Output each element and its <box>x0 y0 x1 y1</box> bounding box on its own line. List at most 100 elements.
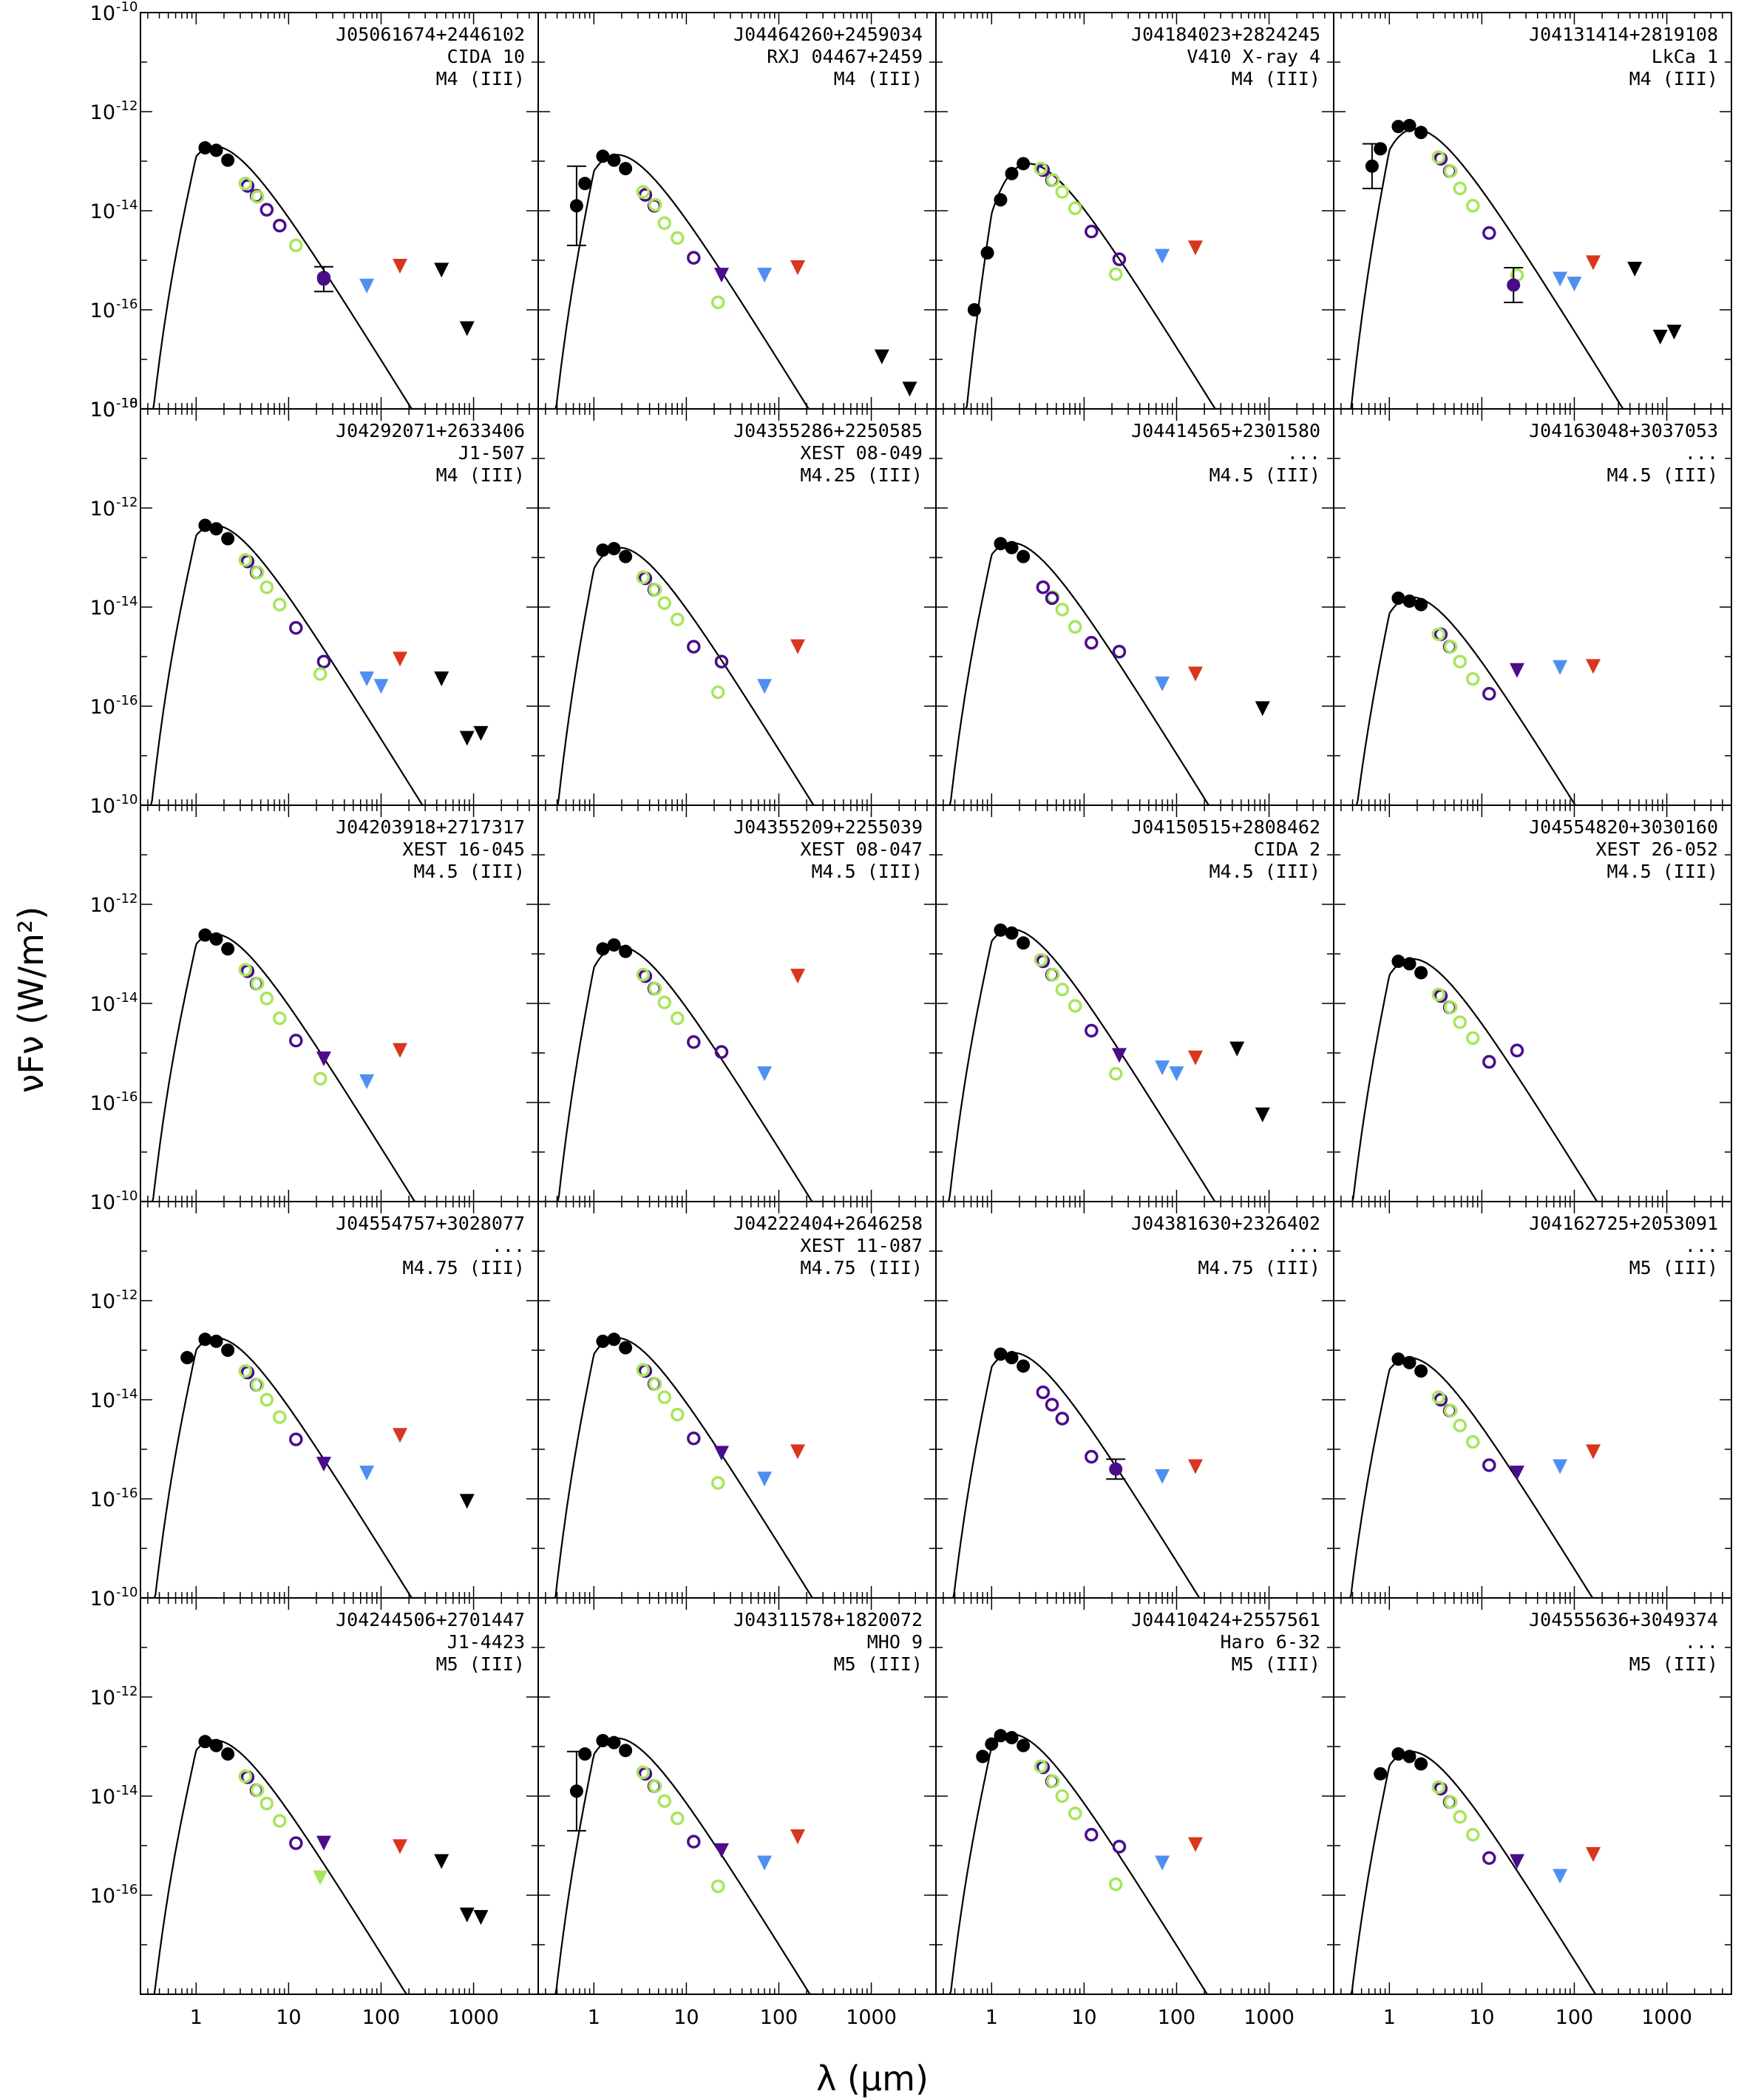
photometry-point <box>1466 199 1480 213</box>
photometry-point <box>1017 936 1031 950</box>
photometry-point <box>648 197 662 212</box>
photometry-point <box>273 1814 287 1828</box>
upper-limit-marker <box>757 1066 773 1082</box>
upper-limit-marker <box>902 382 917 397</box>
panel-spectral-type: M5 (III) <box>1629 1257 1718 1278</box>
photometry-point <box>1453 1809 1468 1824</box>
panel-source-id: J04162725+2053091 <box>1529 1213 1718 1234</box>
photometry-point <box>198 140 212 155</box>
photometry-point <box>289 620 303 635</box>
photometry-point <box>710 1879 725 1894</box>
photometry-point <box>1108 267 1123 282</box>
photometry-point <box>569 199 583 213</box>
upper-limit-marker <box>316 1835 331 1851</box>
y-tick-exponent: -12 <box>116 891 138 907</box>
photometry-point <box>976 1750 990 1764</box>
photometry-point <box>1431 627 1446 642</box>
photometry-point <box>238 1364 253 1378</box>
photometry-point <box>1482 1458 1496 1472</box>
photometry-point <box>1443 1403 1458 1418</box>
y-tick-label: 10 <box>90 1488 115 1511</box>
model-photosphere-line <box>936 541 1232 805</box>
upper-limit-marker <box>1155 1060 1170 1076</box>
photometry-point <box>259 992 274 1006</box>
panel-source-id: J04311578+1820072 <box>733 1609 923 1630</box>
photometry-point <box>198 518 212 532</box>
photometry-point <box>1453 181 1468 196</box>
photometry-point <box>240 179 255 193</box>
photometry-point <box>967 303 981 316</box>
photometry-point <box>687 640 701 654</box>
photometry-point <box>636 185 651 199</box>
upper-limit-marker <box>790 1444 806 1460</box>
x-tick-label: 1 <box>190 2006 203 2029</box>
y-tick-label: 10 <box>90 597 115 620</box>
upper-limit-marker <box>713 1446 729 1461</box>
photometry-point <box>985 1737 999 1751</box>
model-photosphere-line <box>936 163 1232 409</box>
photometry-point <box>1045 173 1060 187</box>
model-photosphere-line <box>538 154 835 409</box>
photometry-point <box>273 1011 287 1026</box>
photometry-point <box>714 654 729 668</box>
sed-panel: J04414565+2301580...M4.5 (III) <box>935 408 1334 806</box>
y-tick-label: 10 <box>90 1092 115 1115</box>
sed-panel: J04163048+3037053...M4.5 (III) <box>1333 408 1732 806</box>
y-axis-title: νFν (W/m²) <box>11 907 51 1094</box>
model-photosphere-line <box>1334 958 1630 1202</box>
panel-spectral-type: M4.5 (III) <box>811 861 923 882</box>
upper-limit-marker <box>393 1428 408 1443</box>
y-tick-label: 10 <box>90 101 115 124</box>
photometry-point <box>1055 185 1070 199</box>
y-tick-label: 10 <box>90 993 115 1016</box>
panel-source-name: ... <box>1287 442 1320 464</box>
panel-source-id: J04184023+2824245 <box>1131 24 1320 45</box>
photometry-point <box>1108 1066 1123 1081</box>
photometry-point <box>1431 987 1446 1002</box>
photometry-point <box>259 580 274 595</box>
panel-source-id: J04163048+3037053 <box>1529 420 1718 441</box>
photometry-point <box>313 1071 328 1086</box>
y-tick-label: 10 <box>90 1389 115 1412</box>
upper-limit-marker <box>1188 1459 1204 1474</box>
y-tick-exponent: -12 <box>116 495 138 510</box>
y-tick-label: 10 <box>90 1786 115 1809</box>
panel-spectral-type: M4 (III) <box>1629 68 1718 89</box>
photometry-point <box>671 1811 685 1826</box>
y-tick-label: 10 <box>90 894 115 917</box>
photometry-point <box>578 177 592 191</box>
upper-limit-marker <box>1188 240 1204 256</box>
photometry-point <box>289 1034 303 1048</box>
photometry-point <box>1055 603 1070 617</box>
photometry-point <box>710 685 725 700</box>
photometry-point <box>1055 1412 1070 1426</box>
x-tick-label: 100 <box>1555 2006 1594 2029</box>
photometry-point <box>273 218 287 233</box>
photometry-point <box>221 153 235 167</box>
photometry-point <box>1365 159 1379 173</box>
photometry-point <box>994 923 1008 937</box>
model-photosphere-line <box>140 1739 437 1994</box>
y-tick-exponent: -16 <box>116 1486 138 1501</box>
upper-limit-marker <box>1586 659 1601 674</box>
photometry-point <box>671 1407 685 1422</box>
panel-spectral-type: M4.5 (III) <box>1606 464 1718 486</box>
photometry-point <box>238 1769 253 1784</box>
photometry-point <box>209 1738 223 1752</box>
photometry-point <box>1443 640 1458 654</box>
panel-spectral-type: M4.5 (III) <box>1209 464 1320 486</box>
x-tick-label: 10 <box>276 2006 301 2029</box>
panel-source-name: XEST 26-052 <box>1595 839 1718 860</box>
photometry-point <box>1374 142 1388 156</box>
photometry-point <box>1034 1759 1048 1774</box>
y-tick-label: 10 <box>90 200 115 223</box>
photometry-point <box>671 231 685 245</box>
photometry-point <box>1482 687 1496 701</box>
panel-source-id: J04355209+2255039 <box>733 816 923 838</box>
y-tick-label: 10 <box>90 1191 115 1214</box>
photometry-point <box>198 1332 212 1347</box>
photometry-point <box>1085 1449 1099 1464</box>
y-tick-label: 10 <box>90 1687 115 1710</box>
model-photosphere-line <box>140 524 437 805</box>
